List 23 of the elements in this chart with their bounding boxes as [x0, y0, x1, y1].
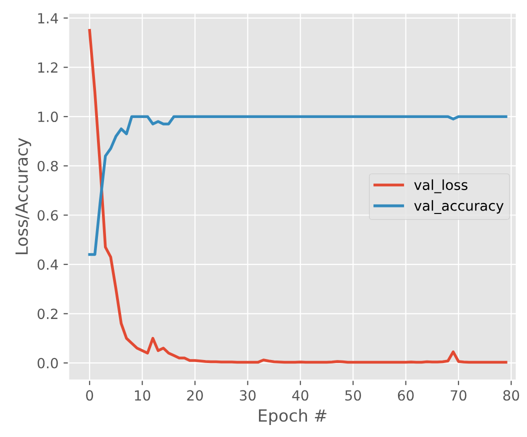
line-series — [88, 28, 508, 364]
x-tick-label: 30 — [240, 390, 256, 401]
x-tick-label: 40 — [292, 390, 308, 401]
x-tick-label: 20 — [187, 390, 203, 401]
x-tick-label: 60 — [398, 390, 414, 401]
x-tick-label: 10 — [134, 390, 150, 401]
y-tick-label: 0.8 — [38, 160, 58, 172]
y-tick-label: 0.2 — [38, 308, 58, 320]
y-tick-label: 0.4 — [38, 259, 58, 270]
y-tick-label: 0.0 — [38, 358, 58, 368]
x-tick-label: 0 — [86, 390, 94, 401]
x-tick-label: 80 — [503, 390, 520, 401]
y-tick-label: 1.4 — [38, 13, 58, 24]
y-tick-label: 1.0 — [38, 112, 58, 122]
x-tick-label: 70 — [450, 390, 466, 401]
x-axis-title: Epoch # — [258, 408, 326, 426]
y-tick-label: 0.6 — [38, 210, 58, 221]
x-tick-label: 50 — [345, 390, 362, 401]
legend-label: val_accuracy — [414, 200, 504, 214]
line-series — [88, 115, 508, 256]
y-tick-label: 1.2 — [38, 62, 58, 73]
y-axis-title: Loss/Accuracy — [16, 138, 32, 254]
legend-label: val_loss — [414, 179, 468, 194]
